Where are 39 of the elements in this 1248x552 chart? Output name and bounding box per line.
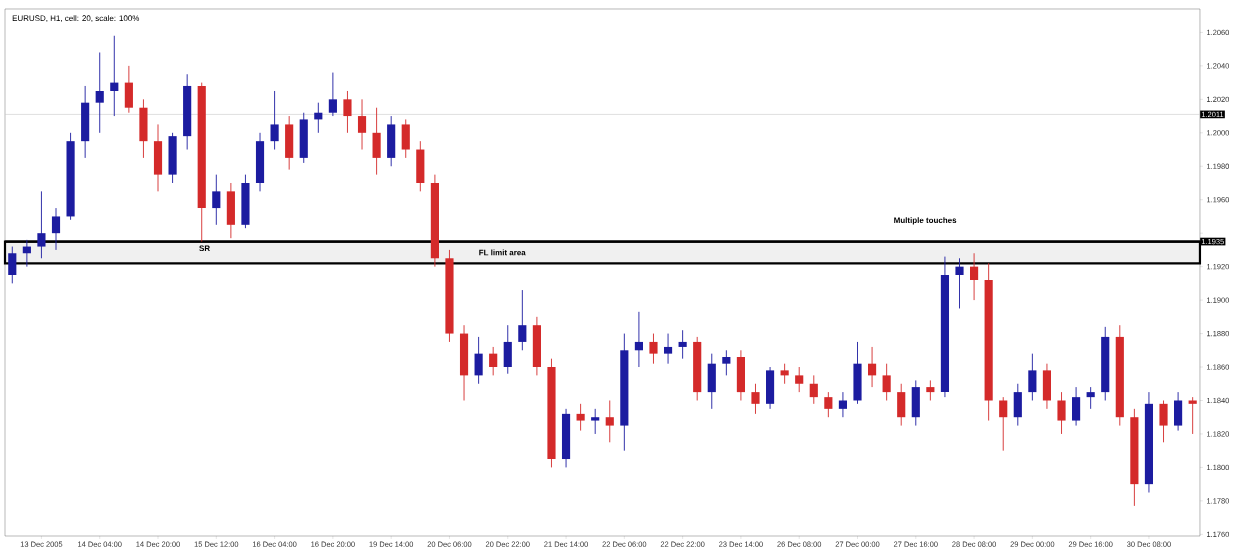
candlestick [270,90,279,150]
candlestick [722,349,731,376]
candlestick [955,257,964,309]
candlestick [970,252,979,301]
candlestick [1057,391,1066,435]
candlestick [867,346,877,388]
candlestick [328,72,337,117]
candlestick [926,379,935,401]
candlestick [838,391,847,418]
candlestick [751,383,760,415]
candlestick [999,396,1008,452]
candlestick [357,98,367,150]
candlestick [8,246,17,284]
candlestick [663,333,673,365]
candlestick [489,346,498,376]
candlestick [1159,400,1168,443]
candlestick [591,408,600,435]
candlestick [824,391,833,418]
candlestick [1188,396,1197,435]
candlestick [649,333,658,365]
candlestick [37,190,46,259]
candlestick [1028,353,1037,401]
candlestick [605,400,614,443]
candlestick [1086,386,1095,410]
candlestick [1072,386,1081,427]
candlestick [576,403,585,432]
candlestick [795,366,804,393]
candlestick [634,311,643,368]
candlestick [212,174,221,226]
candlestick [110,35,119,117]
candlestick [518,289,527,351]
candlestick [780,363,789,385]
candlestick [95,52,104,134]
candlestick [882,363,891,401]
candlestick [474,336,483,385]
candlestick [51,207,61,251]
candlestick [678,329,687,360]
candlestick [809,374,818,405]
candlestick [343,90,352,134]
